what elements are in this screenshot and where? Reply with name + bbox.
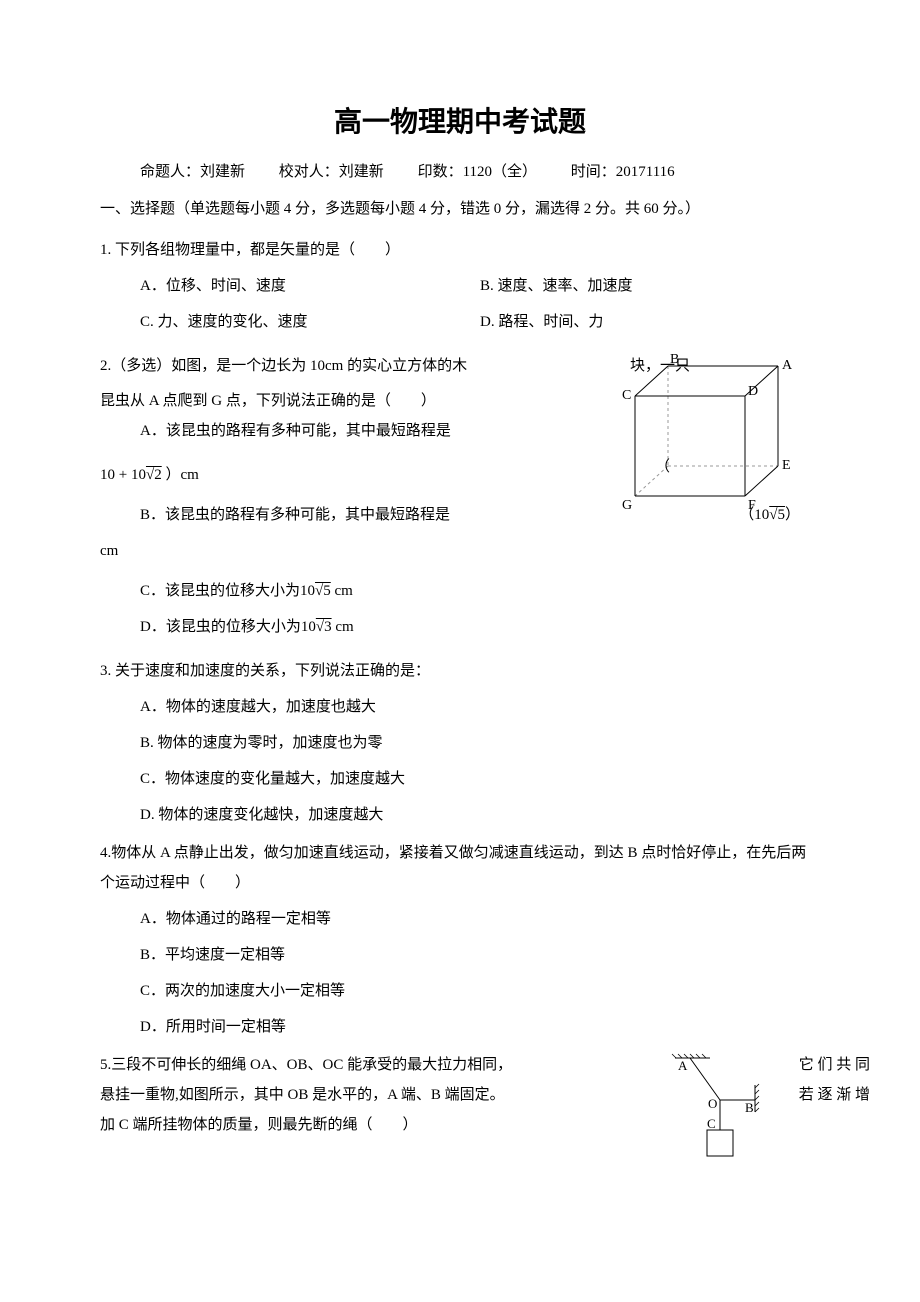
q4-option-b: B．平均速度一定相等 [140,940,820,970]
rope-label-o: O [708,1096,717,1111]
author-info: 命题人：刘建新 [140,164,245,180]
proofer-info: 校对人：刘建新 [279,164,384,180]
q2-option-a-paren: （ [655,452,670,482]
q1-option-d: D. 路程、时间、力 [480,307,603,337]
cube-label-b: B [670,352,679,367]
q3-option-b: B. 物体的速度为零时，加速度也为零 [140,728,820,758]
cube-label-f: F [748,498,756,513]
rope-label-c: C [707,1116,716,1131]
q1-option-c: C. 力、速度的变化、速度 [140,307,308,337]
question-2: B A C D E F G 2.（多选）如图，是一个边长为 10cm 的实心立方… [100,351,820,648]
q2-option-b-line2: cm [100,536,820,566]
question-4: 4.物体从 A 点静止出发，做匀加速直线运动，紧接着又做匀减速直线运动，到达 B… [100,838,820,1042]
question-5: A O B C 5.三段不可伸长的细绳 OA、OB、OC 能承受的最大拉力相同，… [100,1050,820,1140]
q4-option-c: C．两次的加速度大小一定相等 [140,976,820,1006]
question-3: 3. 关于速度和加速度的关系，下列说法正确的是： A．物体的速度越大，加速度也越… [100,656,820,830]
q3-option-a: A．物体的速度越大，加速度也越大 [140,692,820,722]
cube-label-a: A [782,358,793,373]
cube-label-e: E [782,458,791,473]
meta-line: 命题人：刘建新 校对人：刘建新 印数：1120（全） 时间：20171116 [100,160,820,181]
rope-label-a: A [678,1058,688,1073]
time-info: 时间：20171116 [571,164,675,180]
rope-diagram: A O B C [660,1050,780,1181]
q2-option-c: C．该昆虫的位移大小为10√5 cm [140,576,820,606]
q4-stem: 4.物体从 A 点静止出发，做匀加速直线运动，紧接着又做匀减速直线运动，到达 B… [100,838,820,898]
q1-stem: 1. 下列各组物理量中，都是矢量的是（ ） [100,235,820,265]
q2-stem-pre: 2.（多选）如图，是一个边长为 10cm 的实心立方体的木 [100,358,467,374]
q5-stem-line3: 加 C 端所挂物体的质量，则最先断的绳（ ） [100,1117,418,1133]
section-instruction: 一、选择题（单选题每小题 4 分，多选题每小题 4 分，错选 0 分，漏选得 2… [100,196,820,223]
q5-stem-line2-suffix: 若 逐 渐 增 [799,1087,870,1103]
q1-option-b: B. 速度、速率、加速度 [480,271,633,301]
q4-option-a: A．物体通过的路程一定相等 [140,904,820,934]
q3-option-c: C．物体速度的变化量越大，加速度越大 [140,764,820,794]
print-info: 印数：1120（全） [418,164,537,180]
q2-option-a-line2: 10 + 10√2 ）cm [100,467,199,483]
q3-stem: 3. 关于速度和加速度的关系，下列说法正确的是： [100,656,820,686]
q2-option-b-pre: B．该昆虫的路程有多种可能，其中最短路程是 [140,500,450,530]
q2-option-a-pre: A．该昆虫的路程有多种可能，其中最短路程是 [140,416,451,446]
rope-label-b: B [745,1100,754,1115]
cube-label-c: C [622,388,631,403]
q3-option-d: D. 物体的速度变化越快，加速度越大 [140,800,820,830]
page-title: 高一物理期中考试题 [100,100,820,140]
cube-diagram: B A C D E F G [620,351,820,532]
q2-option-d: D．该昆虫的位移大小为10√3 cm [140,612,820,642]
cube-svg: B A C D E F G [620,351,820,521]
cube-label-d: D [748,384,758,399]
question-1: 1. 下列各组物理量中，都是矢量的是（ ） A．位移、时间、速度 B. 速度、速… [100,235,820,343]
q2-stem-line2: 昆虫从 A 点爬到 G 点，下列说法正确的是（ ） [100,393,436,409]
q5-stem-pre: 5.三段不可伸长的细绳 OA、OB、OC 能承受的最大拉力相同， [100,1050,512,1080]
q4-option-d: D．所用时间一定相等 [140,1012,820,1042]
cube-label-g: G [622,498,632,513]
q1-option-a: A．位移、时间、速度 [140,271,286,301]
q5-stem-line2-pre: 悬挂一重物,如图所示，其中 OB 是水平的，A 端、B 端固定。 [100,1080,505,1110]
rope-svg: A O B C [660,1050,780,1170]
q5-stem-suffix: 它 们 共 同 [799,1057,870,1073]
